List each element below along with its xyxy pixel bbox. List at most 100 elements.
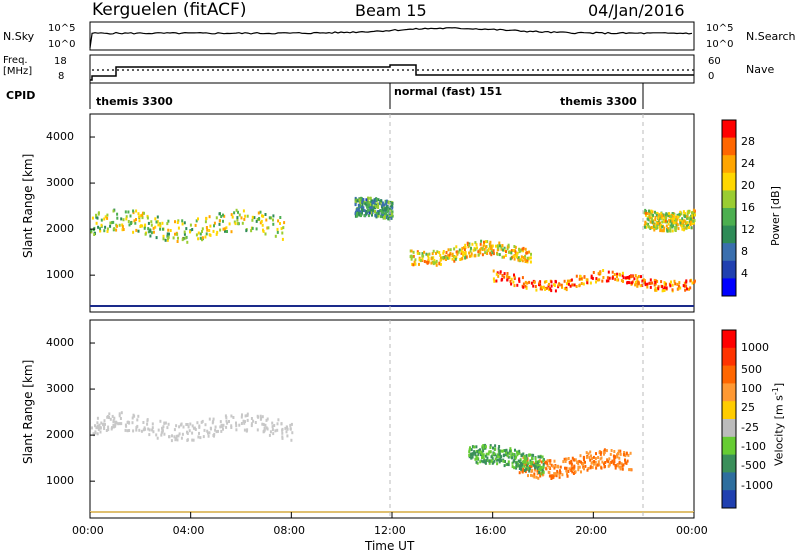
x-tick-label: 16:00 — [474, 524, 507, 537]
data-cell — [515, 466, 518, 470]
data-cell — [157, 223, 160, 227]
data-cell — [553, 283, 556, 287]
data-cell — [354, 214, 357, 218]
data-cell — [186, 423, 189, 426]
data-cell — [585, 451, 588, 455]
data-cell — [154, 217, 157, 221]
data-cell — [370, 208, 373, 212]
data-cell — [279, 222, 281, 225]
data-cell — [98, 423, 101, 427]
data-cell — [233, 211, 236, 215]
data-cell — [447, 254, 450, 258]
data-cell — [115, 228, 118, 232]
data-cell — [619, 452, 622, 456]
data-cell — [517, 459, 520, 463]
data-cell — [644, 225, 646, 229]
data-cell — [147, 221, 150, 225]
data-cell — [479, 248, 482, 252]
data-cell — [622, 279, 624, 283]
data-cell — [115, 420, 118, 424]
data-cell — [214, 425, 217, 429]
data-cell — [162, 234, 165, 238]
data-cell — [678, 281, 681, 285]
data-cell — [376, 210, 379, 214]
data-cell — [251, 215, 254, 219]
data-cell — [651, 226, 654, 230]
data-cell — [445, 258, 447, 261]
data-cell — [625, 451, 628, 455]
data-cell — [561, 285, 563, 289]
data-cell — [103, 427, 106, 430]
data-cell — [590, 274, 593, 278]
data-cell — [671, 229, 674, 233]
data-cell — [159, 419, 162, 423]
data-cell — [209, 426, 212, 430]
data-cell — [427, 254, 430, 258]
data-cell — [495, 244, 497, 248]
data-cell — [470, 254, 473, 258]
data-cell — [682, 228, 685, 232]
data-cell — [116, 224, 118, 228]
data-cell — [163, 432, 166, 436]
data-cell — [648, 225, 651, 229]
data-cell — [385, 199, 388, 203]
data-cell — [498, 460, 501, 464]
data-cell — [99, 229, 102, 233]
data-cell — [176, 438, 179, 442]
data-cell — [411, 255, 414, 259]
data-cell — [114, 424, 117, 428]
data-cell — [391, 210, 394, 214]
data-cell — [547, 284, 550, 288]
data-cell — [368, 200, 371, 204]
data-cell — [121, 228, 124, 232]
data-cell — [439, 258, 442, 262]
data-cell — [151, 422, 154, 426]
data-cell — [457, 250, 460, 254]
data-cell — [674, 218, 677, 222]
data-cell — [464, 243, 467, 247]
cpid-segment-3: themis 3300 — [560, 95, 637, 108]
data-cell — [566, 279, 569, 283]
data-cell — [518, 247, 521, 251]
data-cell — [606, 459, 609, 463]
data-cell — [651, 220, 654, 224]
data-cell — [548, 465, 551, 469]
data-cell — [470, 448, 473, 452]
data-cell — [580, 460, 583, 464]
velocity-colorbar-tick: -1000 — [741, 479, 773, 492]
data-cell — [106, 229, 109, 233]
data-cell — [550, 474, 553, 478]
data-cell — [474, 451, 477, 455]
data-cell — [95, 213, 97, 217]
data-cell — [629, 468, 632, 472]
data-cell — [232, 416, 235, 419]
power-ytick-label: 1000 — [46, 268, 74, 282]
data-cell — [530, 462, 533, 466]
data-cell — [286, 434, 289, 438]
data-cell — [586, 278, 589, 282]
data-cell — [686, 216, 689, 220]
data-cell — [553, 459, 556, 463]
colorbar-swatch — [722, 365, 736, 384]
data-cell — [96, 416, 99, 420]
data-cell — [598, 272, 601, 276]
data-cell — [503, 275, 506, 279]
data-cell — [624, 454, 627, 458]
data-cell — [104, 225, 107, 229]
data-cell — [582, 282, 585, 286]
data-cell — [513, 245, 516, 248]
data-cell — [166, 426, 169, 430]
data-cell — [374, 214, 377, 218]
data-cell — [272, 432, 275, 436]
data-cell — [577, 462, 580, 465]
data-cell — [564, 466, 566, 470]
data-cell — [591, 457, 593, 460]
data-cell — [668, 218, 671, 222]
data-cell — [663, 286, 666, 290]
data-cell — [528, 467, 531, 471]
data-cell — [504, 254, 507, 257]
data-cell — [268, 433, 271, 437]
data-cell — [212, 229, 215, 233]
data-cell — [602, 276, 605, 279]
data-cell — [120, 217, 123, 221]
